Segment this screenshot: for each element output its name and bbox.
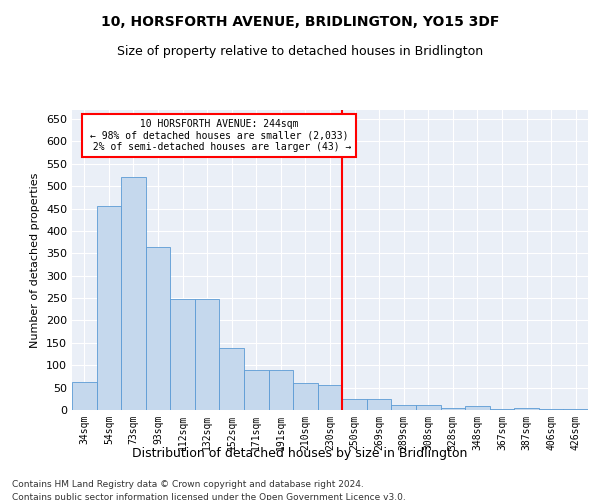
Bar bbox=[563, 408, 588, 410]
Bar bbox=[391, 404, 416, 410]
Bar bbox=[318, 386, 342, 410]
Bar bbox=[121, 176, 146, 410]
Bar bbox=[416, 404, 440, 410]
Bar bbox=[220, 348, 244, 410]
Bar bbox=[293, 383, 318, 410]
Bar bbox=[539, 408, 563, 410]
Bar bbox=[342, 399, 367, 410]
Text: Distribution of detached houses by size in Bridlington: Distribution of detached houses by size … bbox=[133, 448, 467, 460]
Bar bbox=[195, 299, 220, 410]
Bar bbox=[97, 206, 121, 410]
Bar bbox=[244, 370, 269, 410]
Bar bbox=[146, 246, 170, 410]
Text: 10 HORSFORTH AVENUE: 244sqm 
← 98% of detached houses are smaller (2,033)
 2% of: 10 HORSFORTH AVENUE: 244sqm ← 98% of det… bbox=[87, 119, 352, 152]
Text: Size of property relative to detached houses in Bridlington: Size of property relative to detached ho… bbox=[117, 45, 483, 58]
Bar bbox=[490, 409, 514, 410]
Bar bbox=[72, 382, 97, 410]
Bar bbox=[170, 299, 195, 410]
Y-axis label: Number of detached properties: Number of detached properties bbox=[31, 172, 40, 348]
Text: Contains HM Land Registry data © Crown copyright and database right 2024.: Contains HM Land Registry data © Crown c… bbox=[12, 480, 364, 489]
Bar bbox=[367, 399, 391, 410]
Bar bbox=[514, 408, 539, 410]
Bar bbox=[440, 408, 465, 410]
Bar bbox=[269, 370, 293, 410]
Bar bbox=[465, 406, 490, 410]
Text: Contains public sector information licensed under the Open Government Licence v3: Contains public sector information licen… bbox=[12, 492, 406, 500]
Text: 10, HORSFORTH AVENUE, BRIDLINGTON, YO15 3DF: 10, HORSFORTH AVENUE, BRIDLINGTON, YO15 … bbox=[101, 15, 499, 29]
